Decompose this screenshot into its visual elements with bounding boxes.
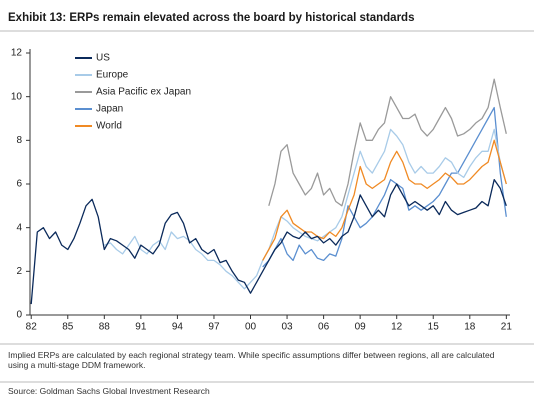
series-line <box>268 78 507 207</box>
series-line <box>30 178 507 305</box>
x-tick-label: 00 <box>245 322 257 333</box>
y-tick-label: 4 <box>16 222 22 233</box>
x-tick-label: 18 <box>464 322 476 333</box>
x-tick-label: 97 <box>208 322 220 333</box>
x-tick-label: 94 <box>172 322 184 333</box>
x-tick-label: 91 <box>135 322 147 333</box>
x-tick-label: 12 <box>391 322 403 333</box>
legend-label: World <box>96 121 122 132</box>
y-tick-label: 12 <box>11 48 23 59</box>
y-tick-label: 2 <box>16 266 22 277</box>
source: Source: Goldman Sachs Global Investment … <box>8 386 210 396</box>
y-tick-label: 6 <box>16 179 22 190</box>
y-tick-label: 10 <box>11 91 23 102</box>
legend-label: Europe <box>96 70 129 81</box>
y-tick-label: 0 <box>16 310 22 321</box>
x-tick-label: 09 <box>355 322 367 333</box>
x-tick-label: 88 <box>99 322 111 333</box>
series-line <box>262 106 507 268</box>
x-tick-label: 15 <box>428 322 440 333</box>
x-tick-label: 85 <box>62 322 74 333</box>
legend-label: US <box>96 53 110 64</box>
x-tick-label: 82 <box>26 322 38 333</box>
chart-title: Exhibit 13: ERPs remain elevated across … <box>8 12 414 24</box>
legend-label: Japan <box>96 104 123 115</box>
x-tick-label: 06 <box>318 322 330 333</box>
footnote: Implied ERPs are calculated by each regi… <box>8 350 495 370</box>
legend-label: Asia Pacific ex Japan <box>96 87 191 98</box>
series-line <box>104 128 507 290</box>
x-tick-label: 21 <box>501 322 513 333</box>
y-tick-label: 8 <box>16 135 22 146</box>
x-tick-label: 03 <box>281 322 293 333</box>
series-line <box>262 139 507 261</box>
